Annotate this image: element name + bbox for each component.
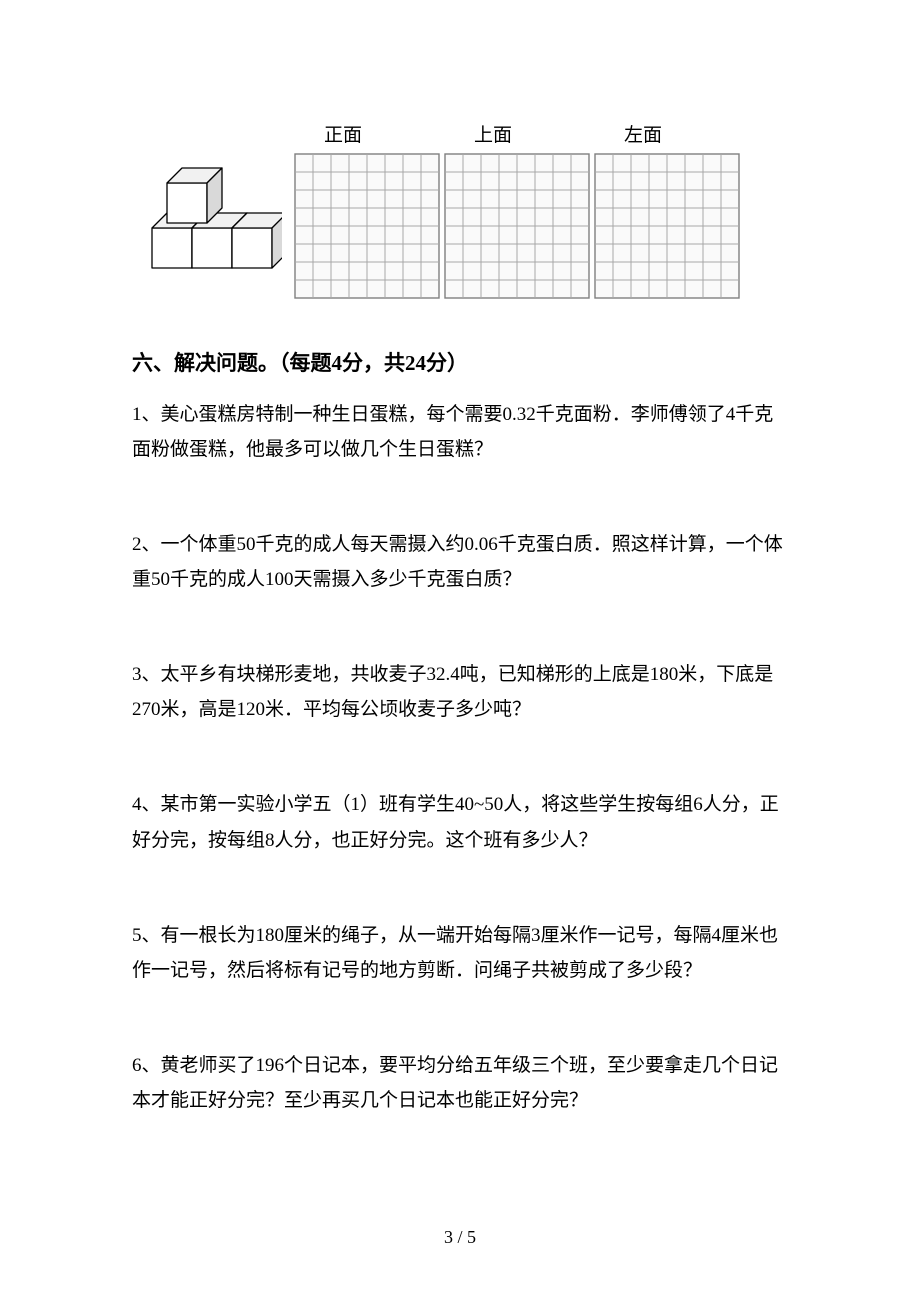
question-1: 1、美心蛋糕房特制一种生日蛋糕，每个需要0.32千克面粉．李师傅领了4千克面粉做… <box>132 397 788 467</box>
question-4: 4、某市第一实验小学五（1）班有学生40~50人，将这些学生按每组6人分，正好分… <box>132 787 788 857</box>
question-3: 3、太平乡有块梯形麦地，共收麦子32.4吨，已知梯形的上底是180米，下底是27… <box>132 657 788 727</box>
cube-group <box>152 168 282 268</box>
question-2: 2、一个体重50千克的成人每天需摄入约0.06千克蛋白质．照这样计算，一个体重5… <box>132 527 788 597</box>
questions-container: 1、美心蛋糕房特制一种生日蛋糕，每个需要0.32千克面粉．李师傅领了4千克面粉做… <box>132 397 788 1119</box>
views-figure-row: 正面 上面 左面 <box>132 120 788 299</box>
section-6-title: 六、解决问题。（每题4分，共24分） <box>132 347 788 381</box>
page-number: 3 / 5 <box>0 1227 920 1248</box>
orthographic-grid <box>294 153 740 299</box>
label-top: 上面 <box>474 120 624 147</box>
grids-container: 正面 上面 左面 <box>294 120 788 299</box>
label-left: 左面 <box>624 120 774 147</box>
document-page: 正面 上面 左面 六、解决问题。（每题4分，共24分） 1、美心蛋糕房特制一种生… <box>0 0 920 1302</box>
label-front: 正面 <box>324 120 474 147</box>
cube-stack-diagram <box>132 158 282 278</box>
grid-labels-row: 正面 上面 左面 <box>294 120 788 147</box>
question-5: 5、有一根长为180厘米的绳子，从一端开始每隔3厘米作一记号，每隔4厘米也作一记… <box>132 918 788 988</box>
question-6: 6、黄老师买了196个日记本，要平均分给五年级三个班，至少要拿走几个日记本才能正… <box>132 1048 788 1118</box>
